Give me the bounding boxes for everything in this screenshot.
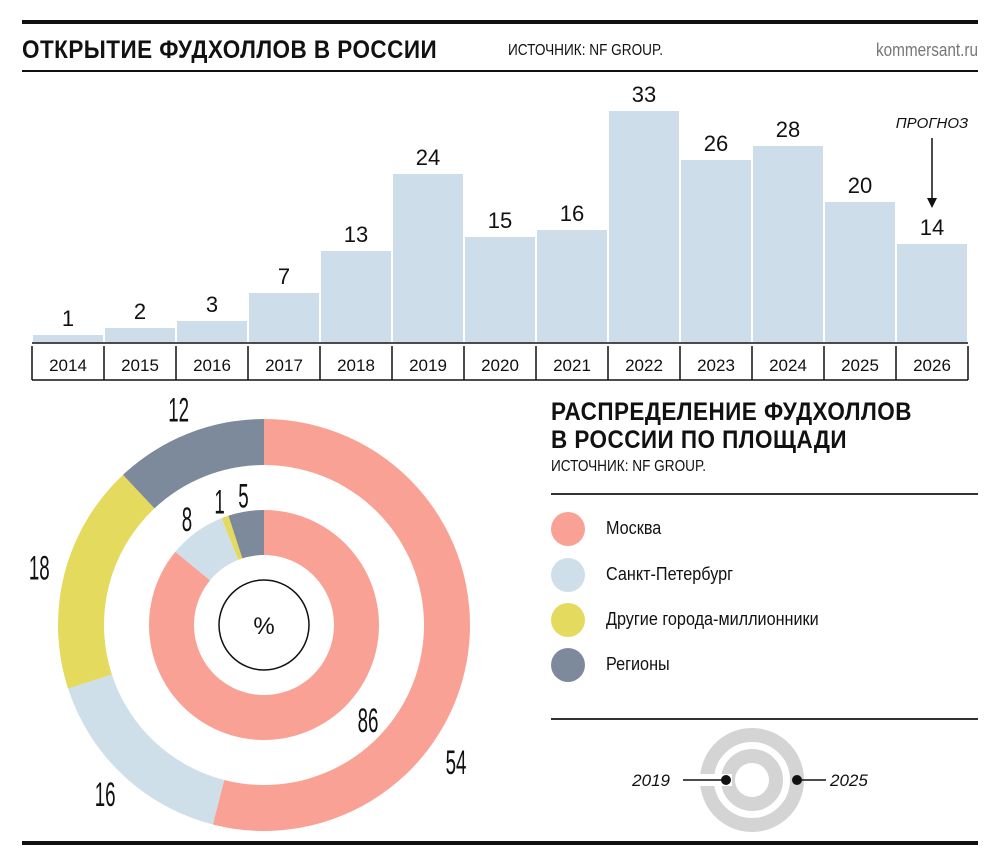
donut-2025-spb [68,674,225,825]
x-tick-label: 2025 [841,356,879,375]
donut-value-label: 8 [182,500,192,538]
x-tick-label: 2024 [769,356,807,375]
donut-value-label: 54 [446,743,467,781]
key-2019-dot [721,775,731,785]
bar-2024 [753,146,823,342]
legend-swatch-other [551,603,585,637]
donut-2025-other [58,474,155,689]
legend-swatch-regions [551,648,585,682]
legend-top-rule [551,493,978,495]
legend-label-moscow: Москва [606,518,662,538]
legend-bottom-rule [551,718,978,720]
header-rule [22,70,978,72]
bar-2014 [33,335,103,342]
x-tick-label: 2023 [697,356,735,375]
legend-label-spb: Санкт-Петербург [606,564,734,584]
key-inner-ring [721,749,783,811]
bar-2020 [465,237,535,342]
donut-value-label: 1 [214,483,224,521]
donut-2019-regions [228,510,264,559]
key-2025-dot [792,775,802,785]
key-label-2025: 2025 [829,771,868,790]
bar-2015 [105,328,175,342]
legend-label-regions: Регионы [606,654,670,674]
bar-2023 [681,160,751,342]
bar-value-label: 2 [134,299,146,324]
legend-label-other: Другие города-миллионники [606,609,819,629]
bar-2025 [825,202,895,342]
donut-value-label: 16 [95,775,116,813]
bar-2018 [321,251,391,342]
bar-value-label: 3 [206,292,218,317]
forecast-arrow-head [927,198,937,208]
bar-value-label: 26 [704,131,728,156]
bar-value-label: 16 [560,201,584,226]
section2-source: ИСТОЧНИК: NF GROUP. [551,458,707,475]
x-tick-label: 2014 [49,356,87,375]
bottom-rule [22,841,978,845]
x-tick-label: 2017 [265,356,303,375]
x-tick-label: 2019 [409,356,447,375]
x-tick-label: 2026 [913,356,951,375]
x-tick-label: 2020 [481,356,519,375]
bar-value-label: 13 [344,222,368,247]
top-rule [22,20,978,24]
legend-swatch-moscow [551,512,585,546]
donut-value-label: 18 [29,548,50,586]
bar-2017 [249,293,319,342]
page-title: ОТКРЫТИЕ ФУДХОЛЛОВ В РОССИИ [22,36,438,64]
bar-value-label: 28 [776,117,800,142]
bar-value-label: 24 [416,145,440,170]
bar-value-label: 7 [278,264,290,289]
source-label: ИСТОЧНИК: NF GROUP. [508,42,664,59]
bar-2016 [177,321,247,342]
donut-2025-regions [122,419,264,509]
key-label-2019: 2019 [631,771,670,790]
donut-2019-other [221,515,243,560]
bar-value-label: 15 [488,208,512,233]
bar-2019 [393,174,463,342]
x-tick-label: 2015 [121,356,159,375]
bar-value-label: 1 [62,306,74,331]
brand-link[interactable]: kommersant.ru [875,40,978,60]
donut-2019-spb [175,518,239,581]
donut-2019-moscow [148,510,379,741]
bar-value-label: 14 [920,215,944,240]
legend-swatch-spb [551,558,585,592]
x-tick-label: 2022 [625,356,663,375]
forecast-annotation: ПРОГНОЗ [896,115,968,132]
bar-2026 [897,244,967,342]
bar-value-label: 33 [632,82,656,107]
x-tick-label: 2016 [193,356,231,375]
donut-center-circle [218,579,310,671]
x-tick-label: 2018 [337,356,375,375]
bar-2021 [537,230,607,342]
donut-2025-moscow [212,419,470,831]
donut-value-label: 12 [168,390,189,428]
x-tick-label: 2021 [553,356,591,375]
section2-title-line1: РАСПРЕДЕЛЕНИЕ ФУДХОЛЛОВ [551,398,912,426]
donut-value-label: 86 [358,701,379,739]
section2-title: РАСПРЕДЕЛЕНИЕ ФУДХОЛЛОВ В РОССИИ ПО ПЛОЩ… [551,398,912,454]
section2-title-line2: В РОССИИ ПО ПЛОЩАДИ [551,426,847,454]
donut-value-label: 5 [238,477,248,515]
donut-unit-label: % [253,613,274,640]
bar-value-label: 20 [848,173,872,198]
bar-2022 [609,111,679,342]
